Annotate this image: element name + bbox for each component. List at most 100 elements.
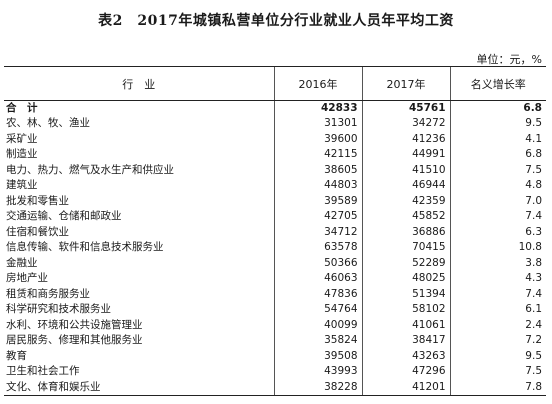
- growth-rate: 4.8: [449, 178, 546, 194]
- value-2016: 40099: [273, 317, 362, 333]
- value-2016: 39600: [273, 131, 362, 147]
- header-row: 行 业 2016年 2017年 名义增长率: [4, 66, 546, 101]
- value-2016: 47836: [273, 286, 362, 302]
- value-2016: 38605: [273, 162, 362, 178]
- industry-name: 信息传输、软件和信息技术服务业: [6, 241, 164, 254]
- table-row: 建筑业 44803 46944 4.8: [4, 178, 546, 194]
- table-row: 教育 39508 43263 9.5: [4, 348, 546, 364]
- value-2017: 52289: [361, 255, 450, 271]
- growth-rate: 7.4: [449, 209, 546, 225]
- table-row: 采矿业 39600 41236 4.1: [4, 131, 546, 147]
- total-row: 合 计 42833 45761 6.8: [4, 100, 546, 116]
- industry-name: 建筑业: [6, 179, 38, 192]
- value-2017: 42359: [361, 193, 450, 209]
- industry-name: 制造业: [6, 148, 38, 161]
- value-2016: 42115: [273, 147, 362, 163]
- total-label: 合 计: [6, 102, 38, 114]
- growth-rate: 6.1: [449, 302, 546, 318]
- value-2016: 46063: [273, 271, 362, 287]
- growth-rate: 2.4: [449, 317, 546, 333]
- value-2016: 42705: [273, 209, 362, 225]
- growth-rate: 7.4: [449, 286, 546, 302]
- table-row: 文化、体育和娱乐业 38228 41201 7.8: [4, 379, 546, 396]
- growth-rate: 7.5: [449, 162, 546, 178]
- table-row: 金融业 50366 52289 3.8: [4, 255, 546, 271]
- industry-name: 金融业: [6, 256, 38, 269]
- table-row: 科学研究和技术服务业 54764 58102 6.1: [4, 302, 546, 318]
- value-2016: 34712: [273, 224, 362, 240]
- value-2017: 58102: [361, 302, 450, 318]
- growth-rate: 4.1: [449, 131, 546, 147]
- industry-name: 水利、环境和公共设施管理业: [6, 318, 143, 331]
- value-2017: 48025: [361, 271, 450, 287]
- value-2017: 41236: [361, 131, 450, 147]
- industry-name: 电力、热力、燃气及水生产和供应业: [6, 163, 174, 176]
- value-2017: 51394: [361, 286, 450, 302]
- industry-name: 房地产业: [6, 272, 48, 285]
- value-2017: 47296: [361, 364, 450, 380]
- growth-rate: 9.5: [449, 116, 546, 132]
- table-row: 电力、热力、燃气及水生产和供应业 38605 41510 7.5: [4, 162, 546, 178]
- value-2017: 38417: [361, 333, 450, 349]
- value-2017: 45852: [361, 209, 450, 225]
- industry-name: 科学研究和技术服务业: [6, 303, 111, 316]
- value-2016: 31301: [273, 116, 362, 132]
- header-industry: 行 业: [4, 66, 274, 101]
- value-2016: 39508: [273, 348, 362, 364]
- value-2016: 38228: [273, 379, 362, 396]
- total-2016: 42833: [273, 100, 362, 116]
- value-2016: 35824: [273, 333, 362, 349]
- header-2016: 2016年: [273, 66, 362, 101]
- value-2017: 41061: [361, 317, 450, 333]
- industry-name: 农、林、牧、渔业: [6, 117, 90, 130]
- value-2016: 43993: [273, 364, 362, 380]
- growth-rate: 6.3: [449, 224, 546, 240]
- table-row: 卫生和社会工作 43993 47296 7.5: [4, 364, 546, 380]
- table-row: 住宿和餐饮业 34712 36886 6.3: [4, 224, 546, 240]
- growth-rate: 10.8: [449, 240, 546, 256]
- industry-name: 居民服务、修理和其他服务业: [6, 334, 143, 347]
- growth-rate: 7.2: [449, 333, 546, 349]
- value-2016: 39589: [273, 193, 362, 209]
- table-row: 批发和零售业 39589 42359 7.0: [4, 193, 546, 209]
- industry-name: 教育: [6, 349, 27, 362]
- wage-table: 行 业 2016年 2017年 名义增长率 合 计 42833 45761 6.…: [4, 66, 546, 396]
- industry-name: 批发和零售业: [6, 194, 69, 207]
- value-2016: 50366: [273, 255, 362, 271]
- growth-rate: 9.5: [449, 348, 546, 364]
- table-row: 制造业 42115 44991 6.8: [4, 147, 546, 163]
- table-row: 房地产业 46063 48025 4.3: [4, 271, 546, 287]
- header-growth: 名义增长率: [449, 66, 546, 101]
- value-2017: 34272: [361, 116, 450, 132]
- industry-name: 住宿和餐饮业: [6, 225, 69, 238]
- growth-rate: 7.8: [449, 379, 546, 396]
- value-2017: 36886: [361, 224, 450, 240]
- value-2016: 54764: [273, 302, 362, 318]
- table-row: 信息传输、软件和信息技术服务业 63578 70415 10.8: [4, 240, 546, 256]
- growth-rate: 7.5: [449, 364, 546, 380]
- growth-rate: 6.8: [449, 147, 546, 163]
- growth-rate: 4.3: [449, 271, 546, 287]
- value-2017: 43263: [361, 348, 450, 364]
- unit-note: 单位：元，%: [476, 53, 542, 66]
- value-2017: 41201: [361, 379, 450, 396]
- industry-name: 卫生和社会工作: [6, 365, 80, 378]
- total-growth: 6.8: [449, 100, 546, 116]
- industry-name: 交通运输、仓储和邮政业: [6, 210, 122, 223]
- header-2017: 2017年: [361, 66, 450, 101]
- value-2017: 44991: [361, 147, 450, 163]
- value-2017: 46944: [361, 178, 450, 194]
- value-2017: 41510: [361, 162, 450, 178]
- industry-name: 采矿业: [6, 132, 38, 145]
- table-row: 农、林、牧、渔业 31301 34272 9.5: [4, 116, 546, 132]
- value-2016: 63578: [273, 240, 362, 256]
- table-row: 水利、环境和公共设施管理业 40099 41061 2.4: [4, 317, 546, 333]
- industry-name: 租赁和商务服务业: [6, 287, 90, 300]
- table-row: 租赁和商务服务业 47836 51394 7.4: [4, 286, 546, 302]
- value-2017: 70415: [361, 240, 450, 256]
- table-row: 居民服务、修理和其他服务业 35824 38417 7.2: [4, 333, 546, 349]
- table-row: 交通运输、仓储和邮政业 42705 45852 7.4: [4, 209, 546, 225]
- growth-rate: 7.0: [449, 193, 546, 209]
- value-2016: 44803: [273, 178, 362, 194]
